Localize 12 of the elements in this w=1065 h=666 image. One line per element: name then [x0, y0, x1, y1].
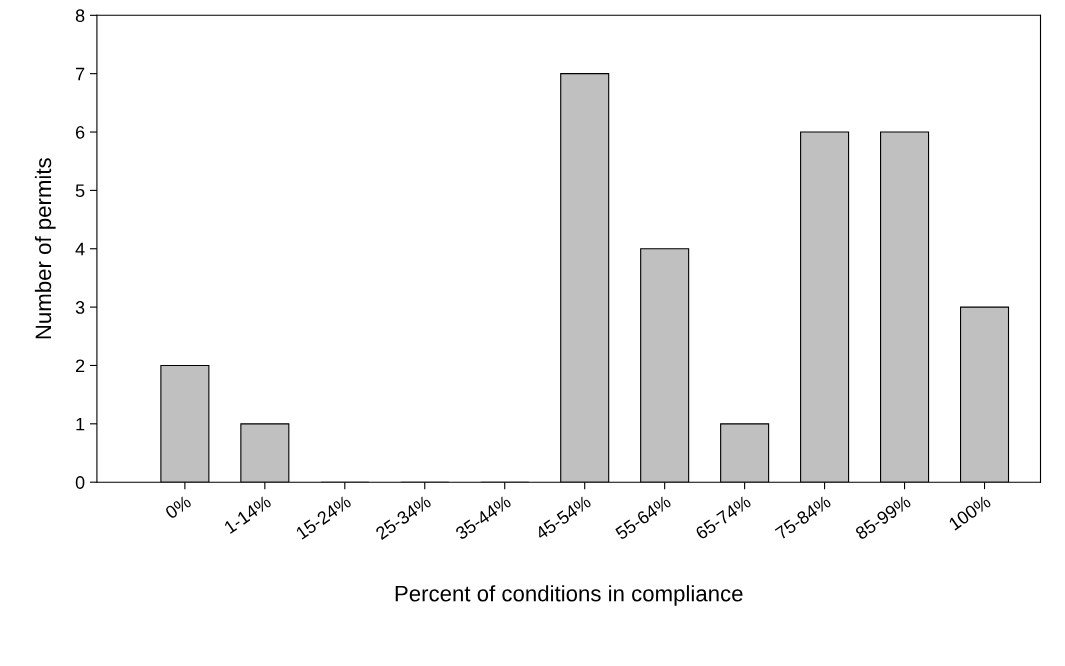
y-tick-label: 6	[75, 125, 85, 139]
y-axis-title: Number of permits	[34, 158, 56, 339]
x-axis-title: Percent of conditions in compliance	[395, 585, 743, 606]
y-tick-label: 8	[75, 9, 85, 23]
y-tick-label: 0	[75, 476, 85, 489]
y-tick-label: 5	[75, 184, 85, 198]
y-tick-label: 4	[75, 242, 85, 256]
x-tick-label: 0%	[164, 494, 192, 520]
y-tick-label: 1	[76, 417, 85, 431]
y-tick-label: 2	[75, 359, 85, 373]
y-tick-label: 7	[75, 67, 85, 81]
y-tick-label: 3	[75, 301, 85, 314]
